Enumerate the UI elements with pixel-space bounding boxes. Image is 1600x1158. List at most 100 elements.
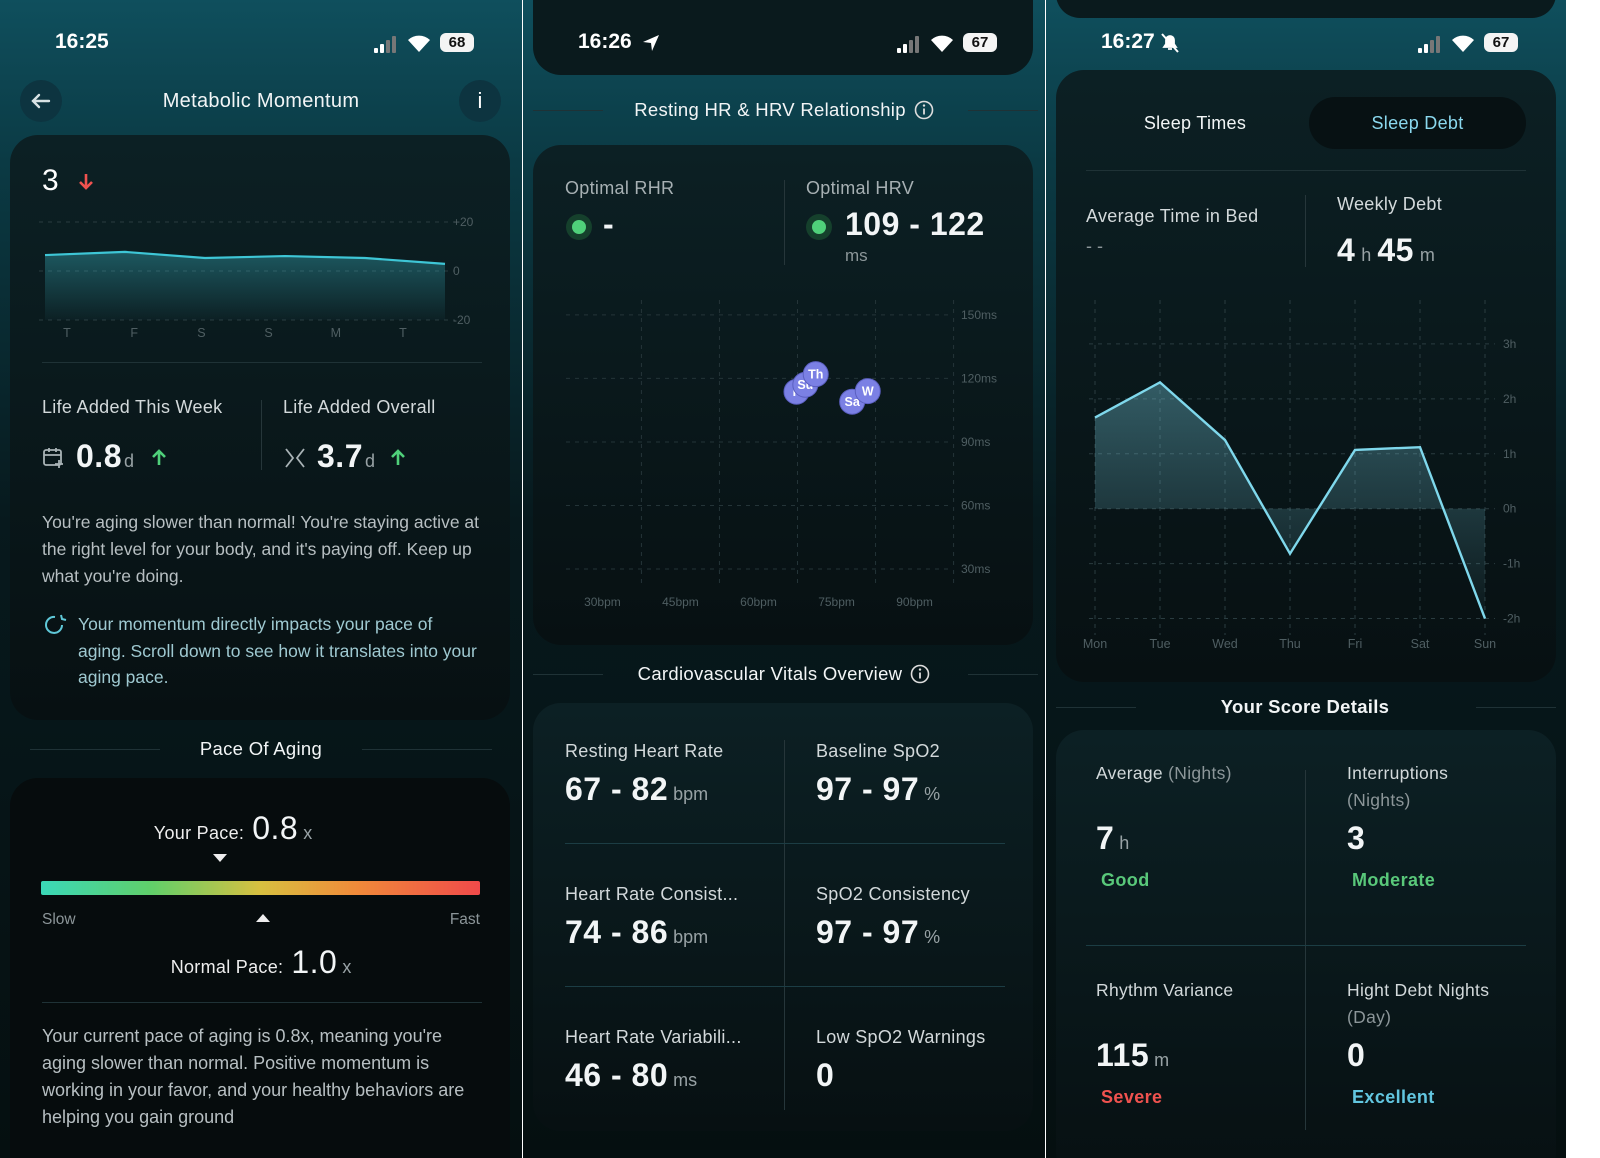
divider xyxy=(565,843,1005,844)
y-tick-label: 90ms xyxy=(961,435,990,449)
vital-value-row: 67 - 82 bpm xyxy=(565,771,708,808)
tab[interactable]: Sleep Times xyxy=(1143,113,1247,133)
divider xyxy=(1305,195,1306,267)
wifi-icon xyxy=(931,35,953,52)
signal-bar xyxy=(374,48,378,53)
vital-label: Low SpO2 Warnings xyxy=(816,1027,986,1047)
normal-pace-value: 1.0 xyxy=(291,944,338,980)
status-icons xyxy=(895,30,957,59)
detail-value-row: 0 xyxy=(1347,1037,1365,1074)
sleep-debt-chart: 3h 2h 1h 0h -1h -2h Mon Tue Wed Thu Fri Sat Sun xyxy=(1083,300,1520,651)
hr-title: Resting HR & HRV Relationship xyxy=(634,99,906,120)
x-tick-label: Sat xyxy=(1411,637,1430,651)
pace-title: Pace Of Aging xyxy=(199,738,323,759)
x-tick-label: T xyxy=(63,326,71,340)
hr-card xyxy=(533,145,1033,645)
vital-value-row: 97 - 97% xyxy=(816,771,940,808)
vital-value-row: 0 xyxy=(816,1057,834,1094)
tab-active[interactable]: Sleep Debt xyxy=(1371,113,1464,133)
vital-unit: % xyxy=(924,784,941,804)
vital-value-row: 46 - 80 ms xyxy=(565,1057,697,1094)
signal-bar xyxy=(1436,36,1440,53)
signal-bar xyxy=(392,36,396,53)
top-card xyxy=(1056,0,1556,18)
info-button[interactable]: i xyxy=(459,80,501,122)
vital-label: Baseline SpO2 xyxy=(816,741,940,761)
detail-label-text: Hight Debt Nights xyxy=(1347,980,1490,1000)
signal-bar xyxy=(386,40,390,53)
screen-title: Metabolic Momentum xyxy=(162,90,360,112)
vital-label: SpO2 Consistency xyxy=(816,884,970,904)
divider xyxy=(261,400,262,470)
summary: You're aging slower than normal! You're … xyxy=(42,512,480,586)
divider xyxy=(533,110,603,111)
divider xyxy=(362,749,492,750)
metabolic-screen: 16:25 68 Metabolic Momentum i 3 +20 0 -20 T… xyxy=(0,0,522,1158)
detail-value: 7 xyxy=(1096,820,1115,856)
rhr-label: Optimal RHR xyxy=(565,178,675,198)
normal-pace-label: Normal Pace: xyxy=(170,957,284,977)
divider xyxy=(1086,945,1526,946)
debt-value-row: 4 h 45 m xyxy=(1337,232,1435,269)
rhr-value: - xyxy=(603,206,615,242)
divider xyxy=(1476,707,1556,708)
pace-bar xyxy=(41,881,480,895)
vital-unit: bpm xyxy=(673,927,709,947)
hr-title-row: Resting HR & HRV Relationship xyxy=(523,99,1045,121)
point xyxy=(854,378,881,405)
signal-bar xyxy=(1418,48,1422,53)
life-overall-unit: d xyxy=(364,451,375,471)
vital-value-row: 97 - 97% xyxy=(816,914,940,951)
bed-value: - - xyxy=(1086,236,1103,256)
vital-value: 67 - 82 xyxy=(565,771,669,807)
detail-rating: Excellent xyxy=(1352,1087,1435,1107)
detail-sublabel: (Day) xyxy=(1347,1007,1392,1027)
y-tick-label: 0 xyxy=(453,264,460,278)
y-tick-label: 120ms xyxy=(961,371,997,385)
point-label: Sa xyxy=(845,395,861,409)
vital-unit: bpm xyxy=(673,784,709,804)
hrv-unit: ms xyxy=(845,246,868,265)
detail-rating: Moderate xyxy=(1352,870,1436,890)
vital-label: Heart Rate Consist... xyxy=(565,884,739,904)
life-overall-label: Life Added Overall xyxy=(283,397,436,417)
x-tick-label: 75bpm xyxy=(818,595,855,609)
up-arrow xyxy=(391,449,405,465)
x-tick-label: Tue xyxy=(1149,637,1170,651)
detail-label: Interruptions (Nights) xyxy=(1347,760,1517,814)
line xyxy=(44,250,446,265)
status-time: 16:26 xyxy=(578,30,632,53)
detail-sublabel: (Nights) xyxy=(1347,790,1411,810)
info-icon[interactable] xyxy=(910,664,930,684)
divider xyxy=(42,1002,482,1003)
divider xyxy=(1086,170,1526,171)
area xyxy=(45,251,445,320)
pace-marker xyxy=(213,854,227,862)
divider xyxy=(42,362,482,363)
your-pace-value: 0.8 xyxy=(252,810,299,846)
back-button[interactable] xyxy=(20,80,62,122)
status-time: 16:25 xyxy=(55,30,109,53)
vitals-title-row: Cardiovascular Vitals Overview xyxy=(523,663,1045,685)
back-arrow xyxy=(31,93,51,109)
signal-bar xyxy=(897,48,901,53)
info-icon[interactable] xyxy=(914,100,934,120)
status-dot xyxy=(566,214,592,240)
life-overall-value-row: 3.7 d xyxy=(317,438,375,475)
x-tick-label: Wed xyxy=(1212,637,1238,651)
details-title: Your Score Details xyxy=(1220,696,1390,717)
vital-value: 97 - 97 xyxy=(816,771,920,807)
divider xyxy=(30,749,160,750)
detail-sublabel: (Nights) xyxy=(1168,763,1232,783)
y-tick-label: +20 xyxy=(453,215,474,229)
normal-marker xyxy=(256,914,270,922)
debt-label: Weekly Debt xyxy=(1337,194,1443,214)
vital-label: Resting Heart Rate xyxy=(565,741,724,761)
active-tab-pill xyxy=(1309,97,1526,149)
area xyxy=(1095,382,1485,619)
signal-bar xyxy=(909,40,913,53)
debt-hours-unit: h xyxy=(1361,245,1372,265)
y-tick-label: -1h xyxy=(1503,557,1520,571)
vital-label: Heart Rate Variabili... xyxy=(565,1027,742,1047)
note: Your momentum directly impacts your pace… xyxy=(78,614,477,687)
